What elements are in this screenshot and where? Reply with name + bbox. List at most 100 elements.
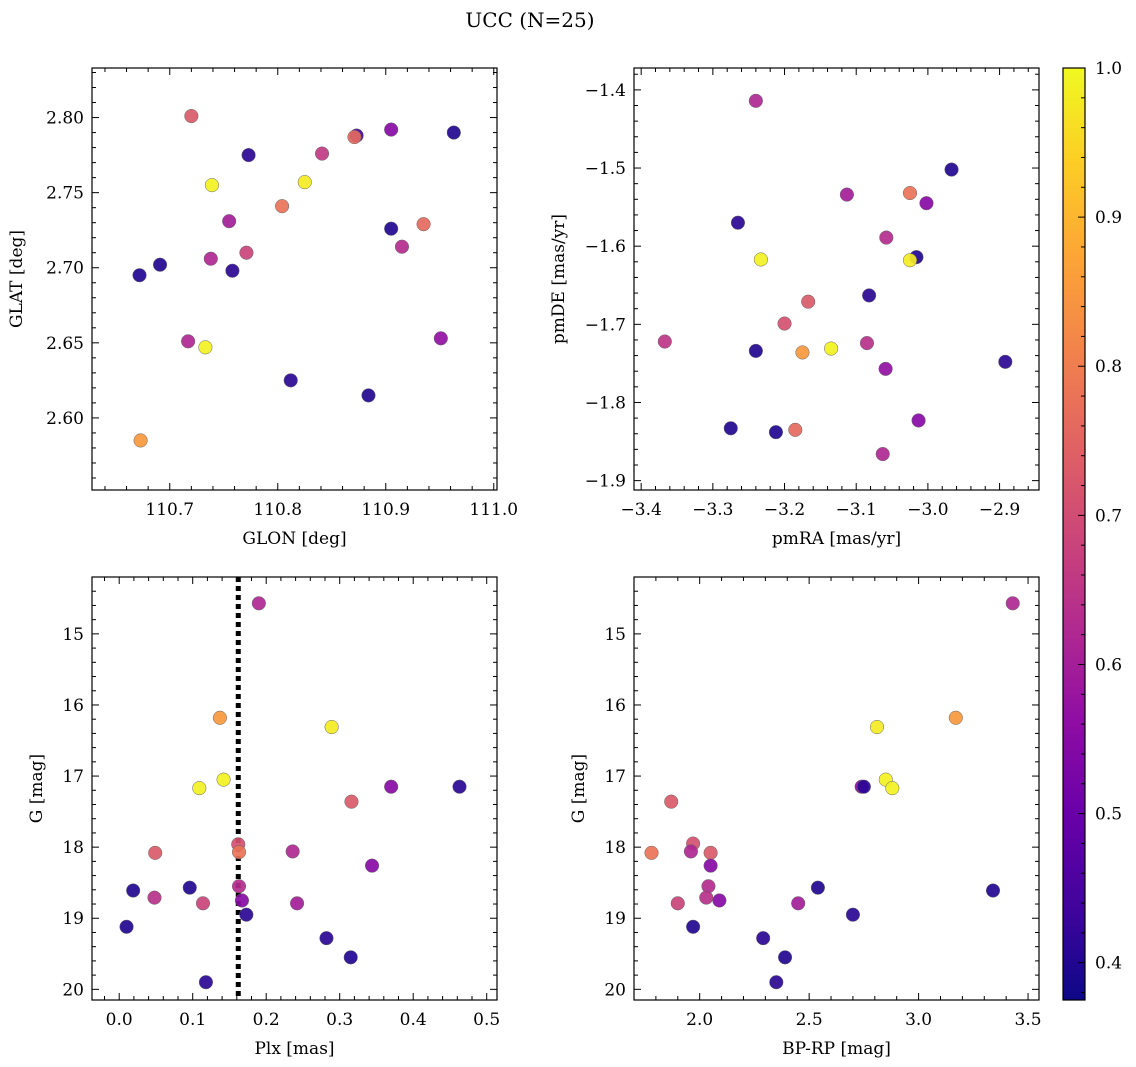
tick-marks [92,68,497,490]
plot-frame [91,576,498,1001]
scatter-point [686,919,701,934]
y-tick-label: −1.6 [585,237,626,257]
scatter-point [152,257,168,272]
scatter-point [845,907,860,922]
y-tick-label: 17 [604,767,626,787]
scatter-point [664,794,679,809]
x-tick-label: 2.5 [796,1010,823,1030]
scatter-point [699,890,714,905]
scatter-point [756,931,771,946]
scatter-point [768,425,783,440]
scatter-point [878,361,893,376]
x-tick-label: 111.0 [469,500,518,520]
scatter-point [998,354,1013,369]
scatter-point [192,781,207,796]
scatter-point [902,253,918,268]
x-tick-label: −3.3 [692,500,733,520]
scatter-point [204,178,219,193]
x-tick-label: 0.4 [400,1010,427,1030]
x-tick-label: 3.0 [905,1010,932,1030]
x-tick-label: −3.4 [621,500,662,520]
y-tick-label: 15 [62,625,84,645]
y-tick-label: 20 [62,980,84,1000]
scatter-point [283,373,298,388]
scatter-point [839,187,854,202]
scatter-point [416,217,431,232]
scatter-point [879,230,894,245]
glon-glat-panel: 110.7 110.8 110.9 111.0 2.60 2.65 2.70 2.75 2.80… [7,67,518,549]
x-axis-label: pmRA [mas/yr] [772,529,901,549]
scatter-point [225,263,240,278]
y-tick-label: 2.70 [46,259,84,279]
bprp-g-panel: 2.0 2.5 3.0 3.5 15 16 17 18 19 20 BP-RP [mag] G [ma… [569,576,1042,1059]
scatter-point [769,975,784,990]
scatter-point [801,294,816,309]
pmra-pmde-panel: −3.4 −3.3 −3.2 −3.1 −3.0 −2.9 −1.9 −1.8 −1.7 −1.6… [549,67,1040,549]
colorbar-tick-label: 0.4 [1095,954,1122,974]
scatter-point [126,883,141,898]
x-tick-label: 0.1 [179,1010,206,1030]
scatter-point [856,779,871,794]
colorbar-tick-label: 0.6 [1095,655,1122,675]
y-tick-label: −1.9 [585,472,626,492]
colorbar-gradient [1062,67,1086,1001]
scatter-point [384,221,399,236]
y-tick-label: −1.4 [585,81,626,101]
scatter-point [795,345,810,360]
scatter-point [869,719,885,735]
scatter-point [319,931,334,946]
scatter-point [290,896,305,911]
tick-marks [634,68,1039,490]
y-tick-label: 17 [62,767,84,787]
scatter-point [234,893,249,908]
scatter-point [723,421,738,436]
scatter-point [875,447,890,462]
x-tick-label: −3.1 [836,500,877,520]
scatter-point [285,844,300,859]
scatter-point [198,975,213,990]
tick-marks [92,576,497,1000]
scatter-point [919,196,934,211]
scatter-point [384,122,399,137]
scatter-point [644,845,659,860]
plot-frame [91,67,498,491]
x-axis-label: GLON [deg] [242,529,346,549]
scatter-point [181,334,196,349]
y-tick-label: 15 [604,625,626,645]
scatter-point [148,845,163,860]
plot-frame [633,67,1040,491]
y-tick-label: 16 [62,696,84,716]
y-tick-label: 20 [604,980,626,1000]
scatter-point [712,893,727,908]
scatter-point [182,880,197,895]
y-axis-label: GLAT [deg] [7,230,27,328]
scatter-point [119,919,134,934]
scatter-point [222,214,237,229]
scatter-point [275,199,290,214]
scatter-point [824,341,839,356]
scatter-point [670,896,685,911]
scatter-point [788,422,803,437]
colorbar-tick-label: 0.9 [1095,208,1122,228]
scatter-point [239,245,254,260]
scatter-point [446,125,461,140]
scatter-point [452,779,467,794]
scatter-point [147,890,162,905]
y-axis-label: G [mag] [569,754,589,823]
scatter-point [911,413,926,428]
y-tick-label: −1.8 [585,393,626,413]
y-tick-label: −1.5 [585,159,626,179]
scatter-point [948,710,963,725]
y-tick-label: 18 [604,838,626,858]
colorbar-tick-label: 0.7 [1095,506,1122,526]
scatter-point [394,239,410,254]
scatter-point [297,175,312,190]
scatter-point [347,130,362,145]
scatter-point [132,268,147,283]
scatter-point [862,288,877,303]
y-tick-label: 19 [604,909,626,929]
scatter-point [239,907,254,922]
y-axis-label: G [mag] [27,754,47,823]
scatter-point [195,896,211,911]
